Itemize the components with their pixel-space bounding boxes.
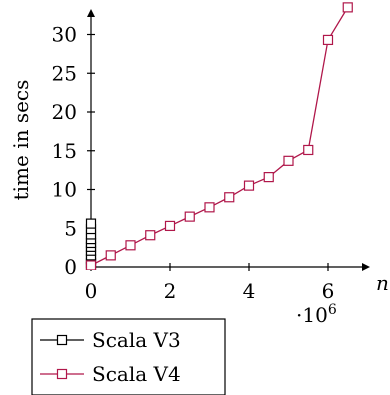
y-tick-label: 25	[52, 61, 77, 85]
x-tick-label: 0	[85, 279, 98, 303]
data-point-scala-v4	[164, 220, 176, 232]
legend-label-scala-v4: Scala V4	[92, 362, 181, 386]
series-line-scala-v4	[90, 7, 349, 267]
y-tick-label: 15	[52, 139, 77, 163]
y-axis-arrow	[87, 9, 95, 17]
data-point-scala-v4	[204, 202, 215, 213]
data-point-scala-v4	[145, 230, 156, 241]
data-point-scala-v4	[263, 172, 274, 183]
x-multiplier-base: ·10	[296, 303, 328, 327]
legend-marker-scala-v3	[56, 334, 68, 346]
data-point-scala-v4	[342, 2, 353, 13]
x-axis-title: n	[376, 271, 389, 295]
series-layer	[85, 2, 353, 270]
y-tick-label: 0	[64, 255, 77, 279]
data-point-scala-v4	[85, 260, 97, 270]
data-point-scala-v4	[224, 192, 235, 203]
data-point-scala-v4	[243, 180, 255, 191]
legend-box	[31, 318, 226, 395]
legend: Scala V3 Scala V4	[31, 318, 226, 395]
data-point-scala-v3	[85, 218, 97, 229]
legend-label-scala-v3: Scala V3	[92, 328, 181, 352]
y-tick-label: 10	[52, 178, 77, 202]
x-tick-label: 4	[243, 279, 256, 303]
legend-marker-scala-v4	[56, 368, 68, 380]
ticks: 0 2 4 6 0 5 10 15 20 25 30	[52, 23, 335, 304]
data-point-scala-v4	[184, 211, 195, 222]
x-multiplier-exponent: 6	[328, 302, 337, 318]
x-tick-label: 6	[322, 279, 335, 303]
data-point-scala-v4	[322, 34, 334, 46]
x-tick-label: 2	[164, 279, 177, 303]
data-point-scala-v4	[283, 155, 294, 166]
data-point-scala-v4	[303, 144, 314, 156]
x-axis-arrow	[362, 263, 370, 271]
x-multiplier-label: ·106	[296, 302, 337, 327]
y-tick-label: 30	[52, 23, 77, 47]
data-point-scala-v4	[125, 240, 136, 251]
y-axis-title: time in secs	[9, 80, 33, 201]
y-tick-label: 20	[52, 100, 77, 124]
data-point-scala-v4	[105, 250, 116, 261]
y-tick-label: 5	[64, 216, 77, 240]
